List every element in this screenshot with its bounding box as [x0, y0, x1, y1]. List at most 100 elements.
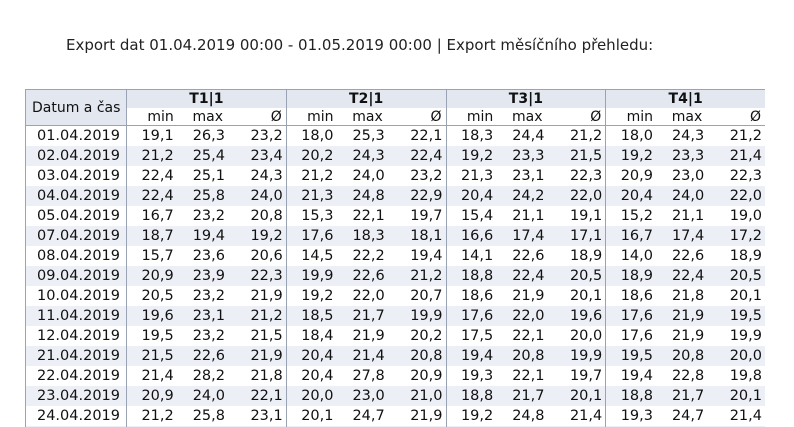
subheader-max: max — [659, 108, 713, 126]
value-cell: 21,5 — [233, 326, 287, 346]
date-cell: 21.04.2019 — [25, 346, 127, 366]
value-cell: 24,3 — [233, 166, 287, 186]
value-cell: 19,3 — [605, 406, 659, 426]
value-cell: 22,0 — [499, 306, 553, 326]
value-cell: 24,0 — [659, 186, 713, 206]
value-cell: 21,2 — [233, 306, 287, 326]
group-header-t3: T3|1 — [446, 89, 607, 108]
value-cell: 23,1 — [233, 406, 287, 426]
value-cell: 19,9 — [392, 306, 447, 326]
value-cell: 21,0 — [392, 386, 447, 406]
value-cell: 20,9 — [605, 166, 659, 186]
value-cell: 22,4 — [499, 266, 553, 286]
value-cell: 21,2 — [126, 146, 180, 166]
value-cell: 19,7 — [392, 206, 447, 226]
value-cell: 22,1 — [339, 206, 393, 226]
value-cell: 23,1 — [499, 166, 553, 186]
value-cell: 19,2 — [605, 146, 659, 166]
value-cell: 22,6 — [659, 246, 713, 266]
date-cell: 04.04.2019 — [25, 186, 127, 206]
value-cell: 15,3 — [286, 206, 340, 226]
value-cell: 20,9 — [126, 266, 180, 286]
value-cell: 22,4 — [126, 186, 180, 206]
value-cell: 21,9 — [392, 406, 447, 426]
value-cell: 14,0 — [605, 246, 659, 266]
value-cell: 20,7 — [392, 286, 447, 306]
table-row: 11.04.2019 19,6 23,1 21,2 18,5 21,7 19,9 17,6 22… — [25, 306, 765, 326]
table-row: 07.04.2019 18,7 19,4 19,2 17,6 18,3 18,1 16,6 17… — [25, 226, 765, 246]
table-row: 03.04.2019 22,4 25,1 24,3 21,2 24,0 23,2 21,3 23… — [25, 166, 765, 186]
value-cell: 25,4 — [179, 146, 233, 166]
value-cell: 17,1 — [552, 226, 607, 246]
data-table: Datum a čas T1|1 T2|1 T3|1 T4|1 min max … — [25, 89, 765, 427]
value-cell: 22,6 — [499, 246, 553, 266]
subheader-min: min — [286, 108, 340, 126]
value-cell: 21,3 — [446, 166, 500, 186]
value-cell: 20,5 — [126, 286, 180, 306]
value-cell: 22,1 — [233, 386, 287, 406]
value-cell: 22,3 — [712, 166, 765, 186]
table-row: 12.04.2019 19,5 23,2 21,5 18,4 21,9 20,2 17,5 22… — [25, 326, 765, 346]
value-cell: 24,7 — [339, 406, 393, 426]
table-row: 04.04.2019 22,4 25,8 24,0 21,3 24,8 22,9 20,4 24… — [25, 186, 765, 206]
value-cell: 20,0 — [712, 346, 765, 366]
value-cell: 20,8 — [233, 206, 287, 226]
date-column-header: Datum a čas — [25, 89, 127, 126]
value-cell: 19,6 — [552, 306, 607, 326]
value-cell: 23,3 — [499, 146, 553, 166]
value-cell: 27,8 — [339, 366, 393, 386]
value-cell: 22,0 — [712, 186, 765, 206]
value-cell: 24,3 — [339, 146, 393, 166]
value-cell: 18,9 — [552, 246, 607, 266]
value-cell: 20,4 — [286, 366, 340, 386]
value-cell: 19,8 — [712, 366, 765, 386]
value-cell: 21,7 — [339, 306, 393, 326]
value-cell: 23,2 — [233, 125, 287, 146]
value-cell: 19,1 — [126, 125, 180, 146]
date-cell: 09.04.2019 — [25, 266, 127, 286]
value-cell: 22,0 — [552, 186, 607, 206]
group-header-t1: T1|1 — [126, 89, 287, 108]
value-cell: 18,6 — [605, 286, 659, 306]
table-row: 21.04.2019 21,5 22,6 21,9 20,4 21,4 20,8 19,4 20… — [25, 346, 765, 366]
value-cell: 22,4 — [659, 266, 713, 286]
value-cell: 20,5 — [712, 266, 765, 286]
value-cell: 19,2 — [233, 226, 287, 246]
value-cell: 21,9 — [499, 286, 553, 306]
value-cell: 19,3 — [446, 366, 500, 386]
value-cell: 20,0 — [552, 326, 607, 346]
value-cell: 18,8 — [446, 266, 500, 286]
data-table-container[interactable]: Datum a čas T1|1 T2|1 T3|1 T4|1 min max … — [25, 89, 765, 427]
value-cell: 19,1 — [552, 206, 607, 226]
subheader-max: max — [499, 108, 553, 126]
value-cell: 22,1 — [499, 366, 553, 386]
value-cell: 25,8 — [179, 186, 233, 206]
value-cell: 16,7 — [605, 226, 659, 246]
value-cell: 19,4 — [446, 346, 500, 366]
subheader-max: max — [179, 108, 233, 126]
table-row: 08.04.2019 15,7 23,6 20,6 14,5 22,2 19,4 14,1 22… — [25, 246, 765, 266]
value-cell: 22,2 — [339, 246, 393, 266]
value-cell: 18,9 — [712, 246, 765, 266]
subheader-avg: Ø — [552, 108, 607, 126]
value-cell: 21,4 — [552, 406, 607, 426]
value-cell: 20,9 — [126, 386, 180, 406]
value-cell: 21,9 — [339, 326, 393, 346]
value-cell: 21,9 — [659, 306, 713, 326]
value-cell: 19,9 — [552, 346, 607, 366]
value-cell: 18,3 — [446, 125, 500, 146]
value-cell: 23,1 — [179, 306, 233, 326]
date-cell: 24.04.2019 — [25, 406, 127, 426]
value-cell: 23,0 — [659, 166, 713, 186]
value-cell: 21,2 — [552, 125, 607, 146]
value-cell: 18,9 — [605, 266, 659, 286]
subheader-min: min — [446, 108, 500, 126]
value-cell: 24,3 — [659, 125, 713, 146]
value-cell: 20,4 — [446, 186, 500, 206]
value-cell: 15,7 — [126, 246, 180, 266]
value-cell: 22,6 — [339, 266, 393, 286]
value-cell: 21,4 — [339, 346, 393, 366]
value-cell: 20,4 — [286, 346, 340, 366]
value-cell: 20,8 — [659, 346, 713, 366]
value-cell: 19,4 — [392, 246, 447, 266]
